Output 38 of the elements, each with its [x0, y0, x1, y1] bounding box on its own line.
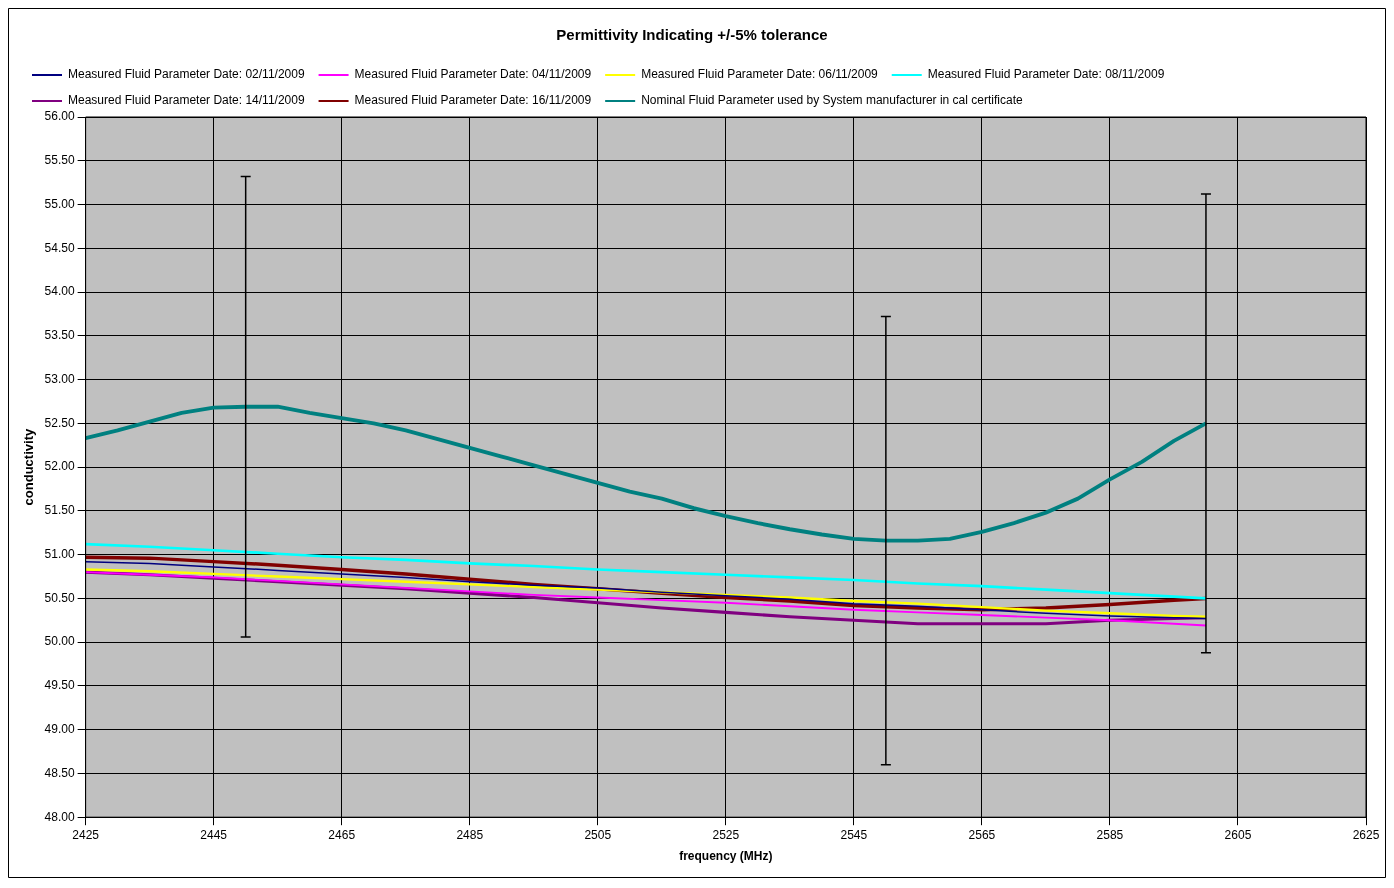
y-tick-label: 52.00: [44, 459, 75, 474]
x-tick-label: 2465: [328, 827, 356, 842]
legend-label: Nominal Fluid Parameter used by System manufacturer in cal certificate: [641, 93, 1023, 108]
y-tick-label: 55.50: [44, 153, 75, 168]
x-tick-label: 2625: [1352, 827, 1380, 842]
x-tick-label: 2505: [584, 827, 612, 842]
y-tick-label: 56.00: [44, 109, 75, 124]
y-tick-label: 50.50: [44, 590, 75, 605]
y-tick-label: 49.00: [44, 721, 75, 736]
legend-label: Measured Fluid Parameter Date: 16/11/2009: [354, 93, 592, 108]
chart-title: Permittivity Indicating +/-5% tolerance: [556, 26, 828, 44]
x-tick-label: 2565: [968, 827, 996, 842]
x-tick-label: 2545: [840, 827, 868, 842]
y-tick-label: 55.00: [44, 196, 75, 211]
y-tick-label: 53.00: [44, 371, 75, 386]
y-tick-label: 54.00: [44, 284, 75, 299]
legend-label: Measured Fluid Parameter Date: 06/11/2009: [641, 67, 879, 82]
y-tick-label: 48.50: [44, 765, 75, 780]
y-tick-label: 54.50: [44, 240, 75, 255]
x-tick-label: 2445: [200, 827, 228, 842]
y-tick-label: 51.00: [44, 546, 75, 561]
y-axis-title: conductivity: [21, 428, 37, 506]
y-tick-label: 49.50: [44, 678, 75, 693]
y-tick-label: 52.50: [44, 415, 75, 430]
x-tick-label: 2485: [456, 827, 484, 842]
legend-label: Measured Fluid Parameter Date: 02/11/2009: [68, 67, 305, 82]
x-axis-title: frequency (MHz): [679, 849, 773, 864]
y-tick-label: 48.00: [44, 809, 75, 824]
y-tick-label: 53.50: [44, 328, 75, 343]
x-tick-label: 2425: [72, 827, 100, 842]
x-tick-label: 2585: [1096, 827, 1124, 842]
legend-label: Measured Fluid Parameter Date: 04/11/2009: [354, 67, 592, 82]
legend-label: Measured Fluid Parameter Date: 08/11/2009: [927, 67, 1165, 82]
y-tick-label: 51.50: [44, 503, 75, 518]
legend-label: Measured Fluid Parameter Date: 14/11/2009: [68, 93, 305, 108]
y-tick-label: 50.00: [44, 634, 75, 649]
x-tick-label: 2525: [712, 827, 740, 842]
x-tick-label: 2605: [1224, 827, 1252, 842]
